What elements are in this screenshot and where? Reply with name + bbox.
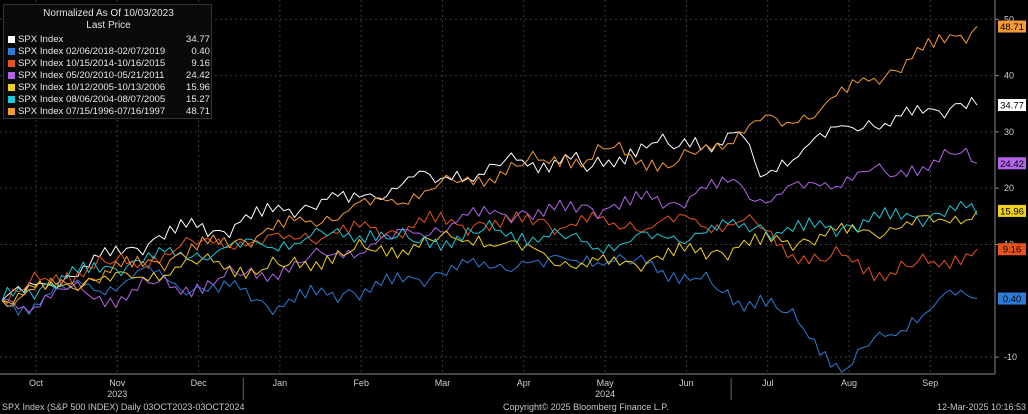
legend-series-name: SPX Index 10/15/2014-10/16/2015 (18, 58, 166, 69)
legend-last-value: 15.27 (185, 94, 210, 105)
value-tag-text: 34.77 (1000, 101, 1024, 112)
legend-entry: SPX Index 34.77 (8, 34, 210, 46)
legend-series-name: SPX Index 07/15/1996-07/16/1997 (18, 106, 166, 117)
value-tag-text: 9.16 (1003, 245, 1022, 256)
value-tag-box (998, 99, 1026, 112)
year-label: 2023 (107, 389, 127, 399)
x-tick-label: Mar (435, 378, 451, 388)
legend-last-value: 15.96 (185, 82, 210, 93)
value-tag: 15.96 (998, 204, 1026, 217)
footer-security: SPX Index (S&P 500 INDEX) Daily 03OCT202… (2, 402, 245, 412)
x-axis: Oct Nov Dec Jan Feb Mar Apr May Jun Jul Aug Sep 2023… (0, 373, 995, 400)
legend-series-name: SPX Index 05/20/2010-05/21/2011 (18, 70, 165, 81)
value-tag-box (998, 20, 1026, 33)
year-label: 2024 (595, 389, 615, 399)
footer-timestamp: 12-Mar-2025 10:16:53 (936, 402, 1026, 412)
value-tag: 0.40 (998, 292, 1026, 305)
x-tick-label: Aug (841, 378, 857, 388)
last-value-tags: 34.77 0.40 9.16 24.42 15.96 48.71 (998, 20, 1026, 305)
legend-swatch (8, 36, 15, 43)
x-tick-label: May (597, 378, 615, 388)
legend-swatch (8, 60, 15, 67)
legend-last-value: 9.16 (191, 58, 210, 69)
value-tag-text: 48.71 (1000, 22, 1024, 33)
x-tick-label: Sep (922, 378, 938, 388)
legend-last-value: 0.40 (191, 46, 210, 57)
value-tag: 48.71 (998, 20, 1026, 33)
legend-entry: SPX Index 10/15/2014-10/16/2015 9.16 (8, 58, 210, 70)
legend-series-name: SPX Index 10/12/2005-10/13/2006 (18, 82, 166, 93)
x-tick-label: Jun (679, 378, 694, 388)
series-line (1, 210, 978, 305)
legend-swatch (8, 96, 15, 103)
value-tag-box (998, 243, 1026, 256)
value-tag-text: 0.40 (1003, 294, 1022, 305)
series-line (1, 210, 978, 305)
series-line (1, 200, 978, 301)
legend-entry: SPX Index 10/12/2005-10/13/2006 15.96 (8, 82, 210, 94)
legend-entry: SPX Index 02/06/2018-02/07/2019 0.40 (8, 46, 210, 58)
legend-title: Normalized As Of 10/03/2023 (43, 8, 174, 19)
value-tag-text: 24.42 (1000, 159, 1024, 170)
value-tag: 34.77 (998, 99, 1026, 112)
legend-series-name: SPX Index 08/06/2004-08/07/2005 (18, 94, 166, 105)
footer: SPX Index (S&P 500 INDEX) Daily 03OCT202… (0, 400, 1028, 414)
series-lines (1, 26, 978, 373)
x-tick-label: Dec (191, 378, 208, 388)
legend-last-value: 34.77 (185, 34, 210, 45)
y-axis: 5040302010-10 (994, 0, 1017, 374)
legend-swatch (8, 72, 15, 79)
value-tag-box (998, 292, 1026, 305)
series-line (1, 253, 978, 373)
legend-swatch (8, 48, 15, 55)
y-tick-label: -10 (1004, 352, 1017, 362)
y-tick-label: 40 (1004, 71, 1014, 81)
x-tick-label: Oct (29, 378, 44, 388)
legend-series-name: SPX Index 02/06/2018-02/07/2019 (18, 46, 166, 57)
legend-swatch (8, 84, 15, 91)
y-tick-label: 30 (1004, 127, 1014, 137)
legend-last-value: 48.71 (185, 106, 210, 117)
legend-entry: SPX Index 08/06/2004-08/07/2005 15.27 (8, 94, 210, 106)
legend-series-name: SPX Index (18, 34, 64, 45)
legend: Normalized As Of 10/03/2023 Last Price S… (3, 4, 212, 119)
value-tag: 9.16 (998, 243, 1026, 256)
x-tick-label: Feb (353, 378, 369, 388)
x-tick-label: Apr (517, 378, 531, 388)
value-tag-box (998, 157, 1026, 170)
y-tick-label: 20 (1004, 183, 1014, 193)
legend-subtitle: Last Price (86, 20, 131, 31)
x-tick-label: Jul (762, 378, 774, 388)
y-tick-label: 50 (1004, 14, 1014, 24)
legend-entry: SPX Index 05/20/2010-05/21/2011 24.42 (8, 70, 210, 82)
footer-copyright: Copyright© 2025 Bloomberg Finance L.P. (503, 402, 669, 412)
value-tag-box (998, 204, 1026, 217)
series-line (1, 26, 978, 307)
legend-entry: SPX Index 07/15/1996-07/16/1997 48.71 (8, 106, 210, 118)
value-tag: 24.42 (998, 157, 1026, 170)
legend-last-value: 24.42 (185, 70, 210, 81)
value-tag-text: 15.96 (1000, 206, 1024, 217)
legend-swatch (8, 108, 15, 115)
x-tick-label: Nov (109, 378, 126, 388)
series-line (1, 97, 978, 302)
x-tick-label: Jan (273, 378, 288, 388)
